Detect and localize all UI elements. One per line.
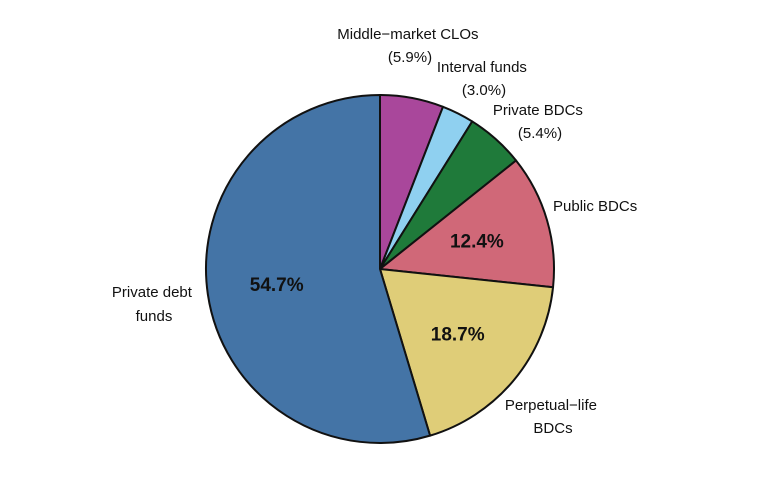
value-label-public-bdcs: 12.4%	[450, 232, 504, 253]
label-interval-funds: Interval funds (3.0%)	[437, 59, 531, 99]
label-private-bdcs-name: Private BDCs	[493, 102, 583, 119]
label-interval-funds-name: Interval funds	[437, 59, 527, 76]
pie-slices	[205, 94, 555, 444]
label-perpetual-life-bdcs-line2: BDCs	[533, 420, 572, 437]
label-public-bdcs-name: Public BDCs	[553, 198, 637, 215]
label-public-bdcs: Public BDCs	[553, 198, 637, 215]
label-perpetual-life-bdcs-line1: Perpetual−life	[505, 397, 597, 414]
label-middle-market-clos: Middle−market CLOs (5.9%)	[337, 26, 482, 66]
label-private-bdcs: Private BDCs (5.4%)	[493, 102, 587, 142]
label-interval-funds-pct: (3.0%)	[462, 82, 506, 99]
label-private-debt-funds: Private debt funds	[112, 284, 196, 325]
label-middle-market-clos-pct: (5.9%)	[388, 49, 432, 66]
value-label-perpetual-life-bdcs: 18.7%	[431, 324, 485, 345]
label-private-debt-funds-line1: Private debt	[112, 284, 193, 301]
value-label-private-debt-funds: 54.7%	[250, 275, 304, 296]
label-perpetual-life-bdcs: Perpetual−life BDCs	[505, 397, 601, 437]
inner-labels: 12.4% 18.7% 54.7%	[250, 232, 504, 346]
label-private-debt-funds-line2: funds	[136, 308, 173, 325]
slice-perpetual-life-bdcs	[379, 268, 555, 437]
label-private-bdcs-pct: (5.4%)	[518, 125, 562, 142]
label-middle-market-clos-name: Middle−market CLOs	[337, 26, 478, 43]
slice-public-bdcs	[379, 159, 555, 289]
slice-private-debt-funds	[205, 94, 432, 444]
